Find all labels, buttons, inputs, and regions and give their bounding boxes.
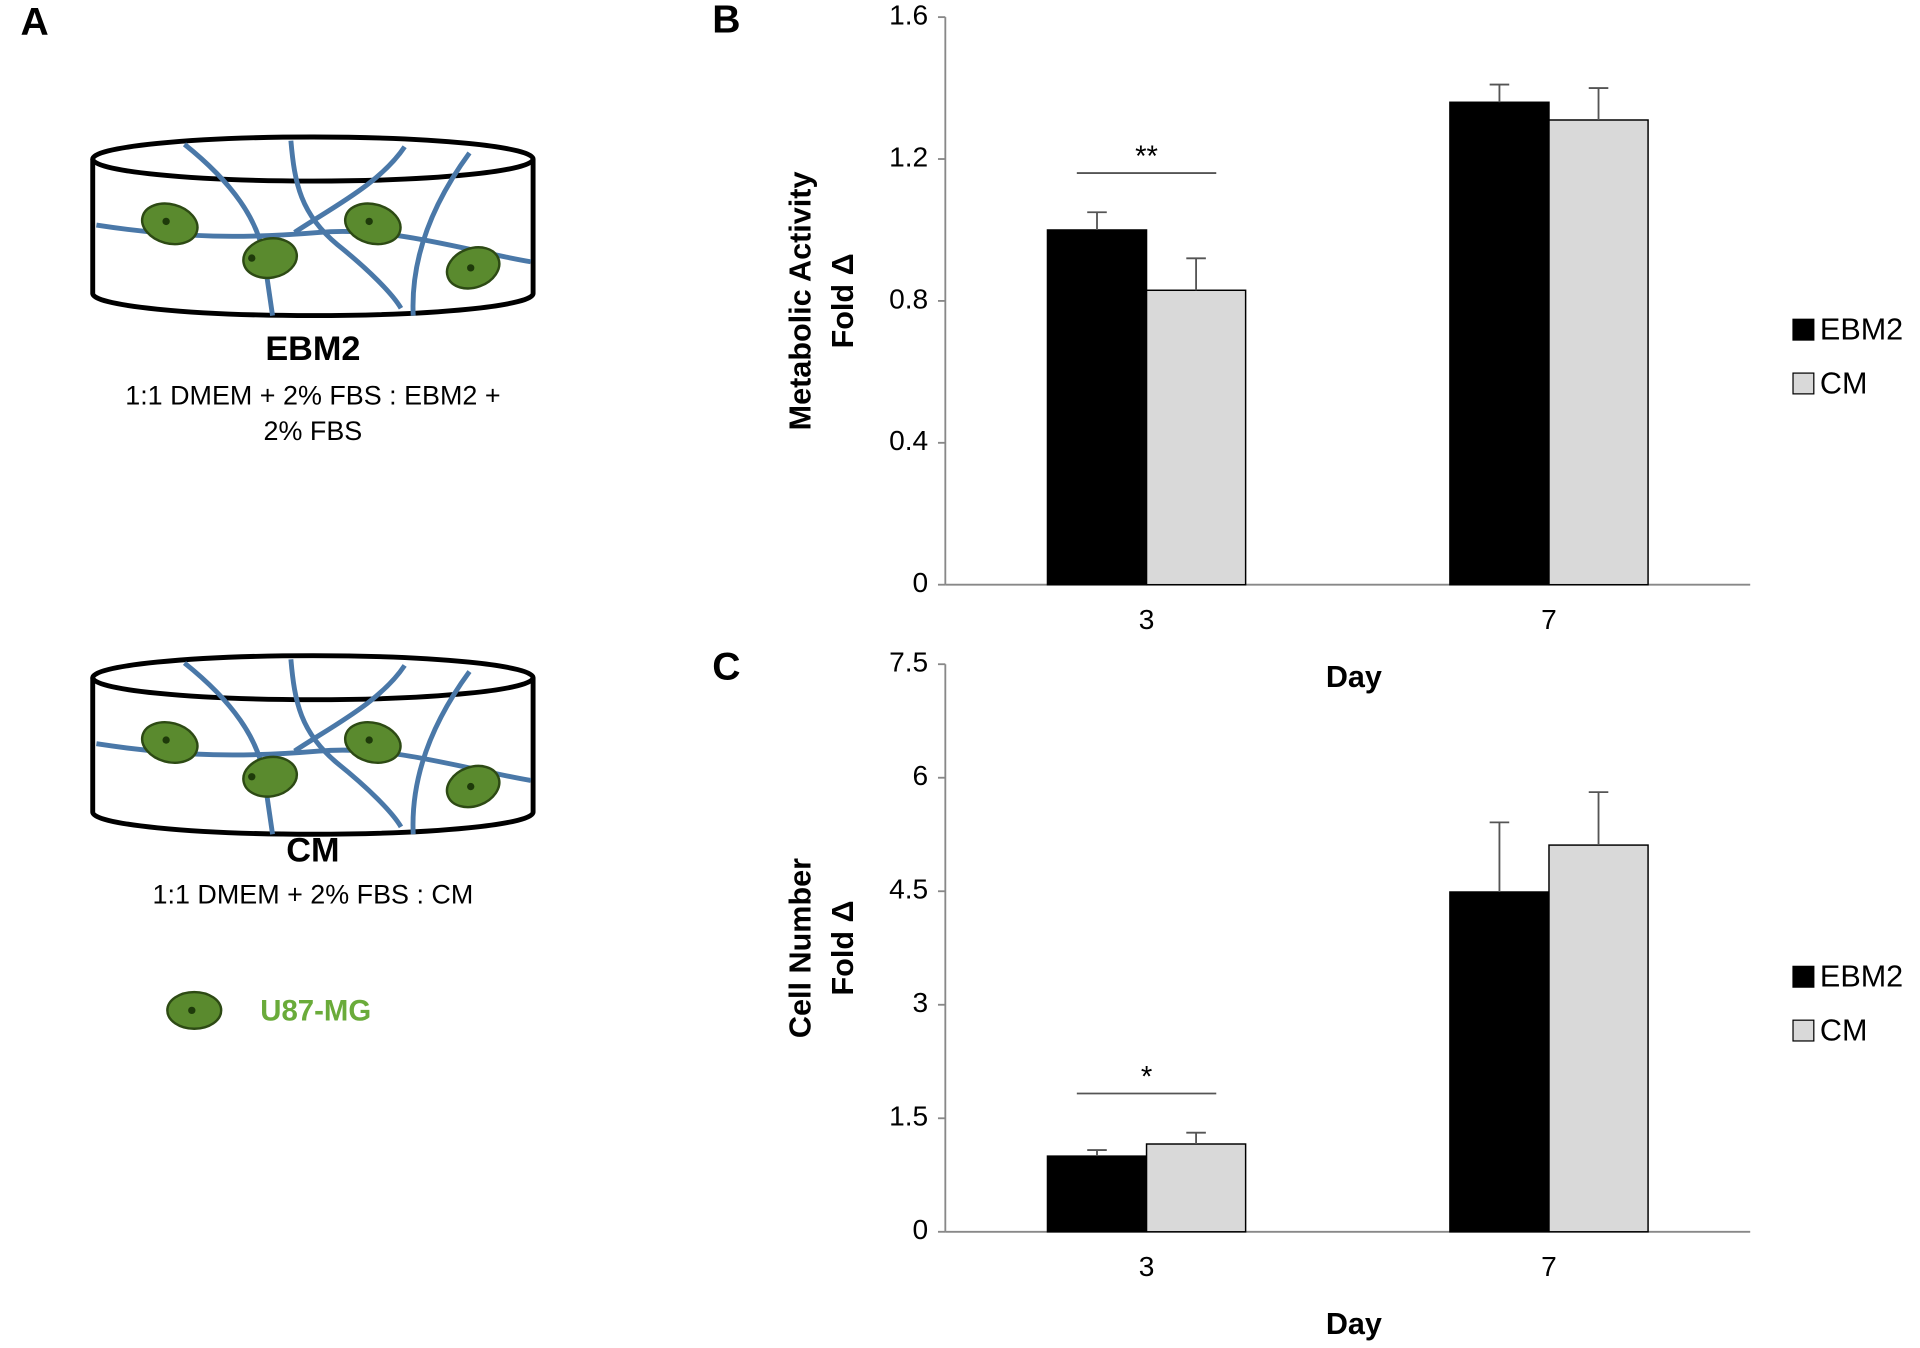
dish-title: CM <box>286 832 339 870</box>
legend-label: EBM2 <box>1820 313 1903 347</box>
y-tick-label: 6 <box>913 760 929 791</box>
dish-medium: 2% FBS <box>264 416 363 446</box>
legend-swatch <box>1792 1019 1815 1042</box>
significance-label: ** <box>1135 140 1158 173</box>
legend-swatch <box>1792 965 1815 988</box>
y-tick-label: 7.5 <box>889 647 928 678</box>
dish-medium: 1:1 DMEM + 2% FBS : CM <box>153 880 474 910</box>
bar <box>1548 844 1649 1233</box>
y-tick-label: 4.5 <box>889 874 928 905</box>
y-axis-label: Fold Δ <box>826 253 860 348</box>
legend-swatch <box>1792 318 1815 341</box>
legend-swatch <box>1792 372 1815 395</box>
y-tick-label: 0 <box>913 567 929 598</box>
legend-label: CM <box>1820 366 1868 400</box>
y-tick-label: 1.6 <box>889 0 928 31</box>
dish-medium: 1:1 DMEM + 2% FBS : EBM2 + <box>125 381 500 411</box>
bar <box>1449 101 1550 586</box>
x-tick-label: 3 <box>1139 604 1155 635</box>
panel-label: A <box>21 1 49 44</box>
x-tick-label: 7 <box>1541 1251 1557 1282</box>
y-tick-label: 0.8 <box>889 283 928 314</box>
y-axis-label: Cell Number <box>783 858 817 1038</box>
y-tick-label: 0 <box>913 1214 929 1245</box>
bar <box>1449 891 1550 1233</box>
y-axis-label: Fold Δ <box>826 900 860 995</box>
panel-label: B <box>712 0 740 41</box>
dish-illustration <box>93 656 533 835</box>
legend-label: CM <box>1820 1013 1868 1047</box>
bar <box>1548 119 1649 586</box>
y-tick-label: 0.4 <box>889 425 928 456</box>
bar <box>1145 1143 1247 1233</box>
significance-label: * <box>1141 1061 1152 1094</box>
y-tick-label: 1.2 <box>889 141 928 172</box>
x-axis-label: Day <box>1326 1307 1382 1341</box>
legend-label: EBM2 <box>1820 960 1903 994</box>
dish-title: EBM2 <box>265 330 360 368</box>
bar <box>1145 289 1247 586</box>
dish-illustration <box>93 137 533 316</box>
x-tick-label: 7 <box>1541 604 1557 635</box>
y-tick-label: 3 <box>913 987 929 1018</box>
x-axis-label: Day <box>1326 660 1382 694</box>
bar <box>1046 1155 1148 1233</box>
cell-legend-nucleus <box>188 1006 196 1015</box>
bar <box>1046 229 1148 586</box>
cell-legend-label: U87-MG <box>260 995 371 1028</box>
x-tick-label: 3 <box>1139 1251 1155 1282</box>
y-axis-label: Metabolic Activity <box>783 171 817 430</box>
panel-label: C <box>712 645 740 688</box>
y-tick-label: 1.5 <box>889 1101 928 1132</box>
